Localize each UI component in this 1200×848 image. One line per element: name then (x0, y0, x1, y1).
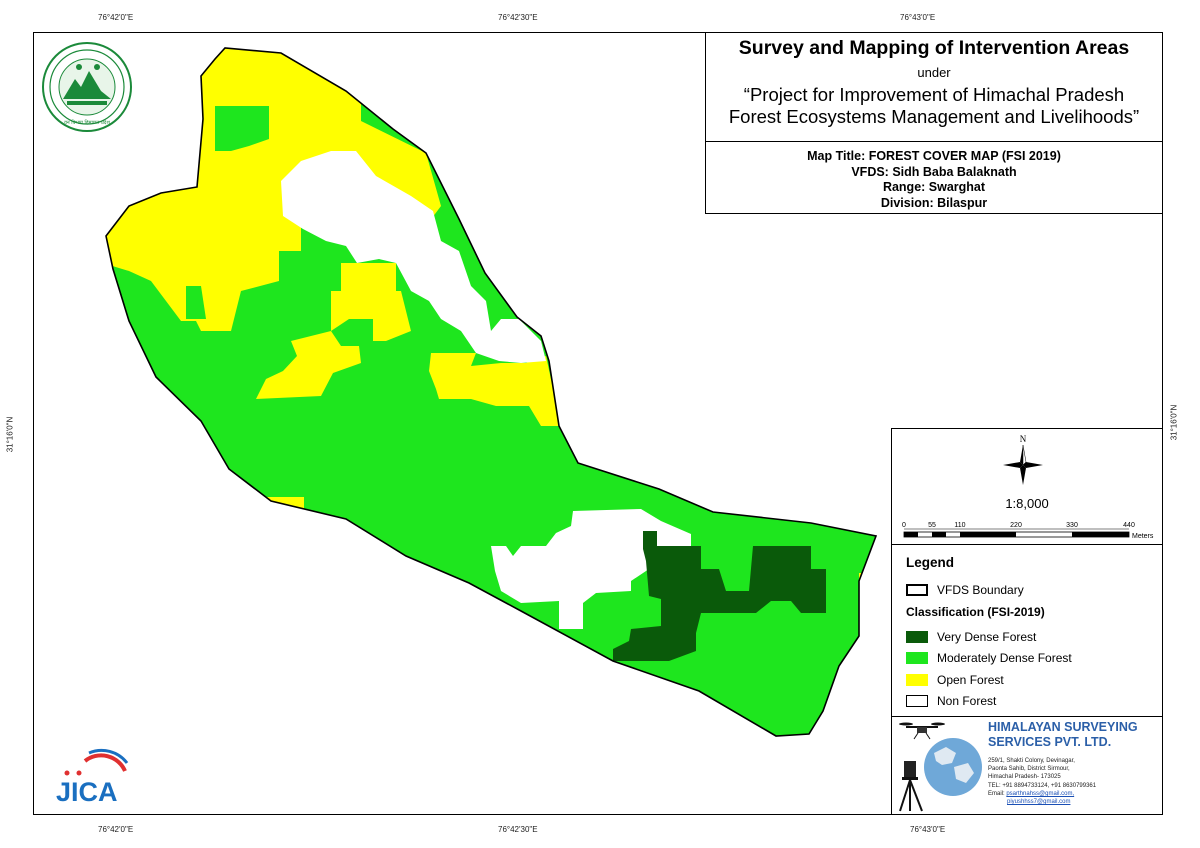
legend: Legend VFDS Boundary Classification (FSI… (891, 545, 1163, 717)
grid-label-bottom-3: 76°43'0"E (910, 825, 946, 834)
north-arrow-scale-block: N 1:8,000 0 55 110 220 330 440 Meters (891, 428, 1163, 545)
svg-text:55: 55 (928, 522, 936, 529)
legend-item-very-dense: Very Dense Forest (906, 630, 1036, 644)
jica-logo-text: JICA (56, 777, 118, 807)
svg-text:330: 330 (1066, 522, 1078, 529)
grid-label-left: 31°16'0"N (5, 416, 15, 453)
legend-label: Open Forest (937, 673, 1004, 687)
company-block: HIMALAYAN SURVEYING SERVICES PVT. LTD. 2… (891, 717, 1163, 815)
vfds-name: VFDS: Sidh Baba Balaknath (851, 164, 1017, 179)
very-dense-forest-area (613, 531, 826, 661)
range-name: Range: Swarghat (882, 180, 986, 194)
legend-swatch-moderately-dense (906, 652, 928, 664)
grid-label-top-1: 76°42'0"E (98, 13, 134, 22)
main-title: Survey and Mapping of Intervention Areas (738, 37, 1130, 59)
jica-logo (64, 748, 129, 776)
map-info-block: Map Title: FOREST COVER MAP (FSI 2019) V… (705, 142, 1163, 214)
svg-text:440: 440 (1123, 522, 1135, 529)
grid-label-right: 31°16'0"N (1169, 404, 1179, 441)
grid-label-bottom-1: 76°42'0"E (98, 825, 134, 834)
legend-swatch-open-forest (906, 674, 928, 686)
company-name-line-1: HIMALAYAN SURVEYING (988, 720, 1138, 734)
legend-label: Very Dense Forest (937, 630, 1037, 644)
legend-item-moderately-dense: Moderately Dense Forest (906, 651, 1072, 665)
grid-label-top-3: 76°43'0"E (900, 13, 936, 22)
company-name: HIMALAYAN SURVEYING SERVICES PVT. LTD. (988, 720, 1138, 750)
project-title-line-2: Forest Ecosystems Management and Livelih… (728, 106, 1140, 127)
svg-text:220: 220 (1010, 522, 1022, 529)
hp-forest-logo-text: वन विभाग हिमाचल प्रदेश (64, 119, 110, 126)
non-forest-areas (281, 151, 691, 629)
title-block: Survey and Mapping of Intervention Areas… (705, 32, 1163, 142)
map-title: Map Title: FOREST COVER MAP (FSI 2019) (807, 149, 1061, 163)
legend-swatch-very-dense (906, 631, 928, 643)
company-name-line-2: SERVICES PVT. LTD. (988, 735, 1112, 749)
scale-bar: 0 55 110 220 330 440 Meters (902, 522, 1154, 540)
legend-swatch-boundary (906, 584, 928, 596)
legend-item-open-forest: Open Forest (906, 673, 1004, 687)
survey-equipment-icon (899, 722, 982, 812)
grid-label-bottom-2: 76°42'30"E (498, 825, 538, 834)
legend-classification-title: Classification (FSI-2019) (906, 605, 1045, 619)
svg-text:N: N (1020, 434, 1027, 444)
hp-forest-department-logo (42, 42, 132, 132)
moderately-dense-patches (186, 106, 506, 353)
project-title: “Project for Improvement of Himachal Pra… (706, 84, 1162, 128)
scale-ratio: 1:8,000 (1005, 496, 1049, 511)
svg-text:110: 110 (954, 522, 965, 529)
vfds-boundary-outline (105, 47, 878, 737)
north-arrow-icon: N (1003, 434, 1043, 485)
legend-item-non-forest: Non Forest (906, 694, 996, 708)
email-label: Email: (988, 790, 1005, 797)
email-line: Email: psarthnahss@gmail.com, (988, 790, 1096, 798)
phone-line: TEL: +91 8894733124, +91 8630799361 (988, 782, 1097, 789)
division-name: Division: Bilaspur (880, 195, 988, 210)
legend-title: Legend (906, 555, 955, 570)
drone-icon (899, 722, 945, 740)
grid-label-top-2: 76°42'30"E (498, 13, 538, 22)
total-station-icon (899, 761, 923, 812)
company-address: 259/1, Shakti Colony, Devinagar, Paonta … (988, 757, 1096, 806)
address-line: Paonta Sahib, District Sirmour, (988, 766, 1070, 773)
title-under: under (917, 65, 951, 80)
globe-icon (924, 738, 982, 796)
address-line: Himachal Pradesh- 173025 (988, 774, 1061, 781)
email-link-1[interactable]: psarthnahss@gmail.com, (1006, 790, 1075, 797)
svg-text:0: 0 (902, 522, 906, 529)
address-line: 259/1, Shakti Colony, Devinagar, (988, 758, 1075, 764)
legend-label: Moderately Dense Forest (937, 651, 1072, 665)
email-line-2: piyushhss7@gmail.com (988, 798, 1096, 806)
email-link-2[interactable]: piyushhss7@gmail.com (1007, 799, 1071, 806)
project-title-line-1: “Project for Improvement of Himachal Pra… (743, 84, 1125, 105)
svg-text:Meters: Meters (1132, 533, 1154, 540)
legend-item-vfds-boundary: VFDS Boundary (906, 583, 1024, 597)
legend-label: VFDS Boundary (937, 583, 1024, 597)
legend-swatch-non-forest (906, 695, 928, 707)
legend-label: Non Forest (937, 694, 997, 708)
